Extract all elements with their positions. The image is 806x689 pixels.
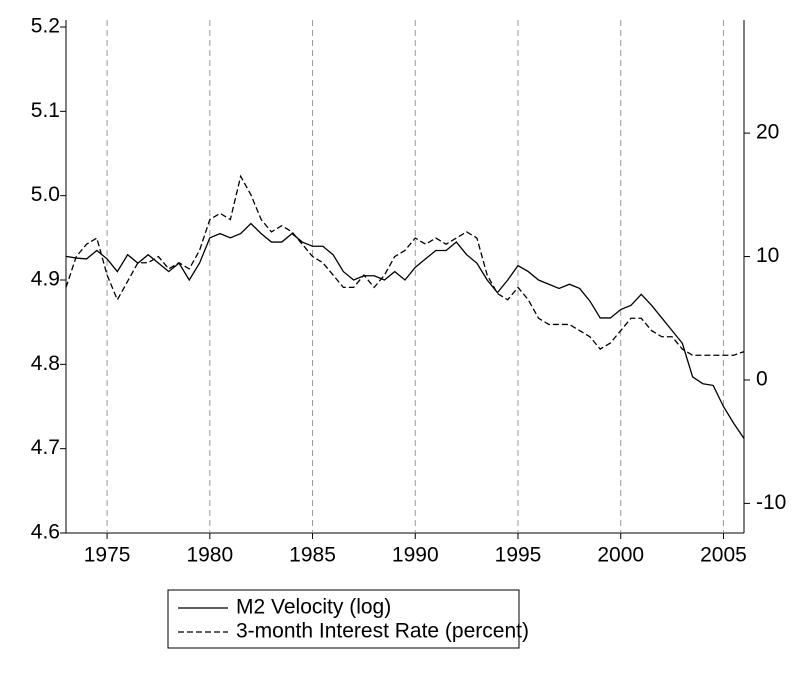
legend-label: M2 Velocity (log) [236, 596, 391, 619]
y-tick-label: 4.9 [31, 268, 60, 291]
x-tick-label: 1975 [84, 544, 131, 567]
x-tick-label: 2000 [597, 544, 644, 567]
legend-box [167, 589, 520, 649]
y-tick-label: 5.1 [31, 99, 60, 122]
y2-tick-label: -10 [756, 491, 786, 514]
y-tick-label: 5.2 [31, 15, 60, 38]
y2-tick-label: 10 [756, 244, 779, 267]
series-line [65, 174, 745, 356]
y-tick-label: 4.8 [31, 352, 60, 375]
x-tick-label: 1985 [289, 544, 336, 567]
y-tick-label: 4.6 [31, 521, 60, 544]
y-tick-label: 5.0 [31, 183, 60, 206]
x-tick-label: 1995 [495, 544, 542, 567]
x-tick-label: 1980 [186, 544, 233, 567]
x-tick-label: 2005 [700, 544, 747, 567]
y2-tick-label: 0 [756, 368, 768, 391]
y-tick-label: 4.7 [31, 436, 60, 459]
series-line [65, 222, 745, 439]
y2-tick-label: 20 [756, 121, 779, 144]
x-tick-label: 1990 [392, 544, 439, 567]
legend-label: 3-month Interest Rate (percent) [236, 620, 529, 643]
